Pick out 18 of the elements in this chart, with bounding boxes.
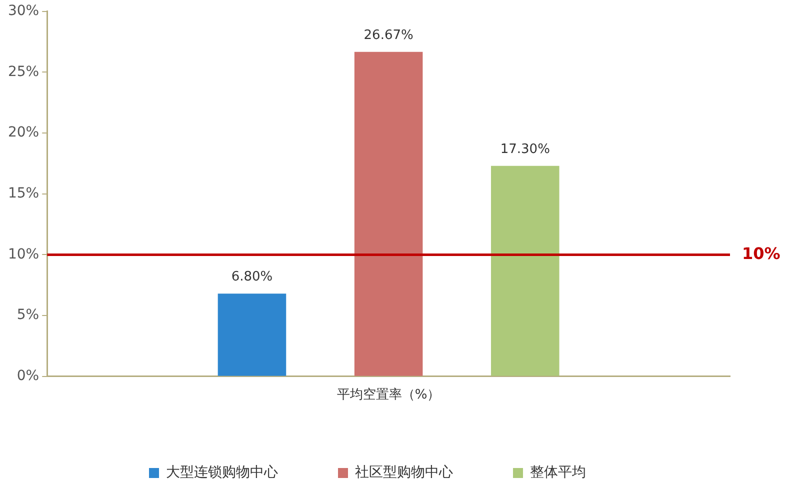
legend-label: 大型连锁购物中心 — [166, 464, 278, 481]
y-tick-label: 0% — [16, 368, 40, 384]
y-tick-label: 30% — [8, 3, 40, 20]
y-tick-label: 10% — [8, 246, 40, 262]
y-tick-label: 20% — [8, 124, 40, 141]
bar — [354, 52, 423, 376]
x-tick-label: 平均空置率（%） — [336, 386, 440, 403]
data-label: 26.67% — [364, 28, 414, 43]
y-tick-label: 15% — [8, 186, 40, 202]
bar — [218, 294, 286, 376]
y-tick-label: 5% — [16, 307, 40, 324]
legend-label: 社区型购物中心 — [355, 464, 453, 481]
data-label: 17.30% — [500, 142, 550, 157]
ref-line-label: 10% — [742, 244, 780, 263]
y-tick-label: 25% — [8, 64, 40, 80]
legend-label: 整体平均 — [530, 464, 586, 481]
data-label: 6.80% — [231, 270, 273, 285]
bar — [490, 166, 560, 376]
